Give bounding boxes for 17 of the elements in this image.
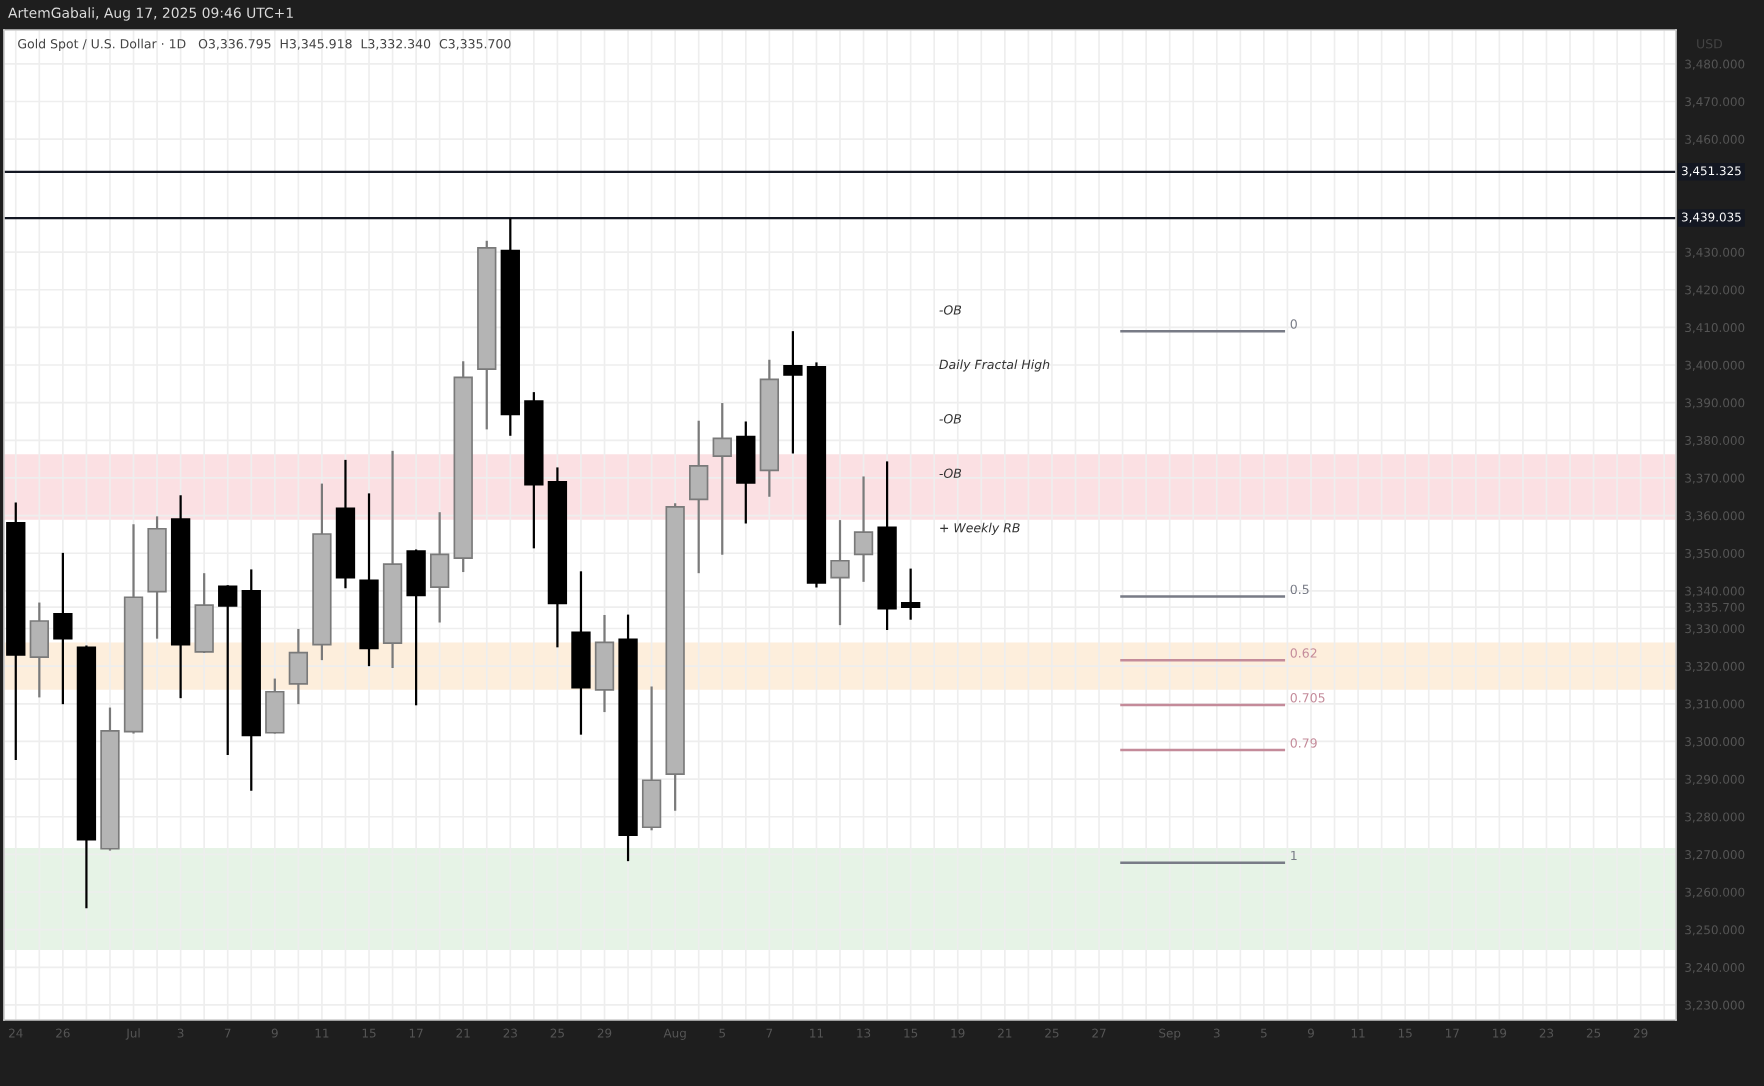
candlestick — [853, 475, 874, 583]
candlestick — [218, 584, 238, 757]
candlestick — [265, 677, 285, 735]
candlestick — [406, 548, 426, 707]
candlestick — [429, 511, 450, 624]
candlestick — [194, 572, 214, 655]
candlestick — [900, 567, 921, 621]
candlestick — [641, 685, 662, 832]
candlestick — [783, 330, 803, 455]
candlestick — [689, 419, 709, 575]
candlestick — [736, 420, 756, 525]
candlestick — [712, 401, 732, 556]
candlestick — [288, 627, 309, 706]
candlestick — [29, 601, 49, 699]
candlestick — [830, 519, 850, 627]
candlestick — [53, 551, 73, 706]
candlestick — [594, 613, 615, 714]
